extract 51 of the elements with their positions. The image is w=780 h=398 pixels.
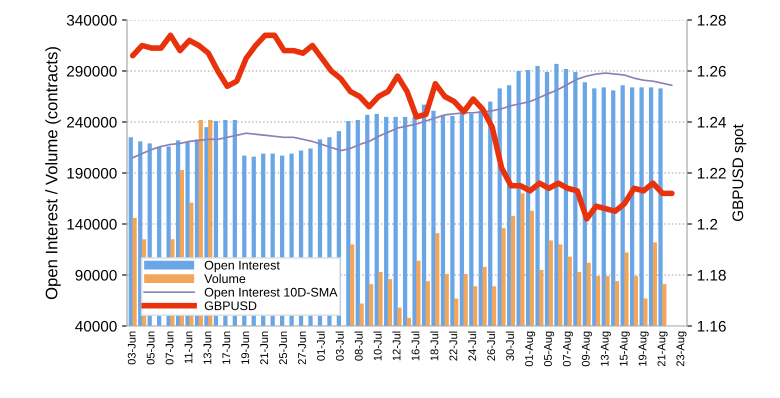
- x-tick-label: 12-Jul: [392, 332, 401, 360]
- x-tick-label: 09-Aug: [582, 332, 592, 366]
- y-tick-label: 240000: [67, 116, 117, 128]
- x-tick-label: 11-Jun: [184, 332, 192, 364]
- y2-tick-label: 1.2: [698, 218, 718, 230]
- legend-label: Open Interest: [204, 260, 280, 272]
- y2-tick-label: 1.26: [698, 66, 726, 77]
- y-tick-label: 140000: [67, 218, 117, 230]
- x-tick-label: 01-Jul: [316, 332, 325, 361]
- x-tick-label: 23-Aug: [676, 332, 687, 366]
- x-tick-label: 07-Jun: [166, 332, 174, 364]
- y-tick-label: 290000: [67, 66, 117, 77]
- y-tick-label: 40000: [75, 320, 117, 332]
- x-tick-label: 03-Jul: [336, 332, 344, 361]
- y2-tick-label: 1.22: [698, 168, 726, 179]
- x-tick-label: 21-Jun: [260, 332, 268, 364]
- x-tick-label: 19-Jun: [241, 332, 250, 364]
- y2-tick-label: 1.18: [698, 270, 726, 281]
- legend-label: Volume: [204, 274, 246, 284]
- y2-tick-label: 1.16: [698, 320, 726, 332]
- x-tick-label: 24-Jul: [468, 332, 476, 361]
- y-tick-label: 340000: [66, 14, 117, 26]
- legend-label: GBPUSD: [204, 301, 256, 310]
- y-axis-title: Open Interest / Volume (contracts): [45, 47, 61, 300]
- x-tick-label: 07-Aug: [562, 332, 573, 366]
- x-tick-label: 21-Aug: [658, 332, 668, 366]
- y-tick-label: 190000: [67, 168, 117, 179]
- x-tick-label: 05-Jun: [146, 332, 155, 364]
- x-tick-label: 15-Aug: [620, 332, 630, 366]
- y-tick-label: 90000: [76, 270, 117, 281]
- line-series: [132, 72, 673, 159]
- x-tick-label: 13-Aug: [600, 332, 611, 366]
- x-tick-label: 22-Jul: [449, 332, 458, 361]
- x-tick-label: 05-Aug: [544, 332, 554, 366]
- y2-tick-label: 1.24: [698, 116, 726, 128]
- y2-tick-label: 1.28: [698, 14, 726, 26]
- x-tick-label: 19-Aug: [638, 332, 649, 366]
- x-tick-label: 25-Jun: [279, 332, 288, 364]
- x-tick-label: 16-Jul: [411, 332, 420, 360]
- legend-label: Open Interest 10D-SMA: [204, 288, 338, 300]
- y2-axis-title: GBPUSD spot: [732, 124, 746, 222]
- x-tick-label: 17-Jun: [222, 332, 230, 364]
- x-tick-label: 03-Jun: [128, 332, 136, 364]
- x-tick-label: 18-Jul: [430, 332, 438, 360]
- x-tick-label: 01-Aug: [525, 332, 536, 366]
- x-tick-label: 08-Jul: [354, 332, 363, 361]
- x-tick-label: 10-Jul: [373, 332, 382, 360]
- x-tick-label: 26-Jul: [486, 332, 496, 361]
- x-tick-label: 13-Jun: [203, 332, 212, 364]
- x-tick-label: 27-Jun: [298, 332, 306, 364]
- x-tick-label: 30-Jul: [506, 332, 514, 361]
